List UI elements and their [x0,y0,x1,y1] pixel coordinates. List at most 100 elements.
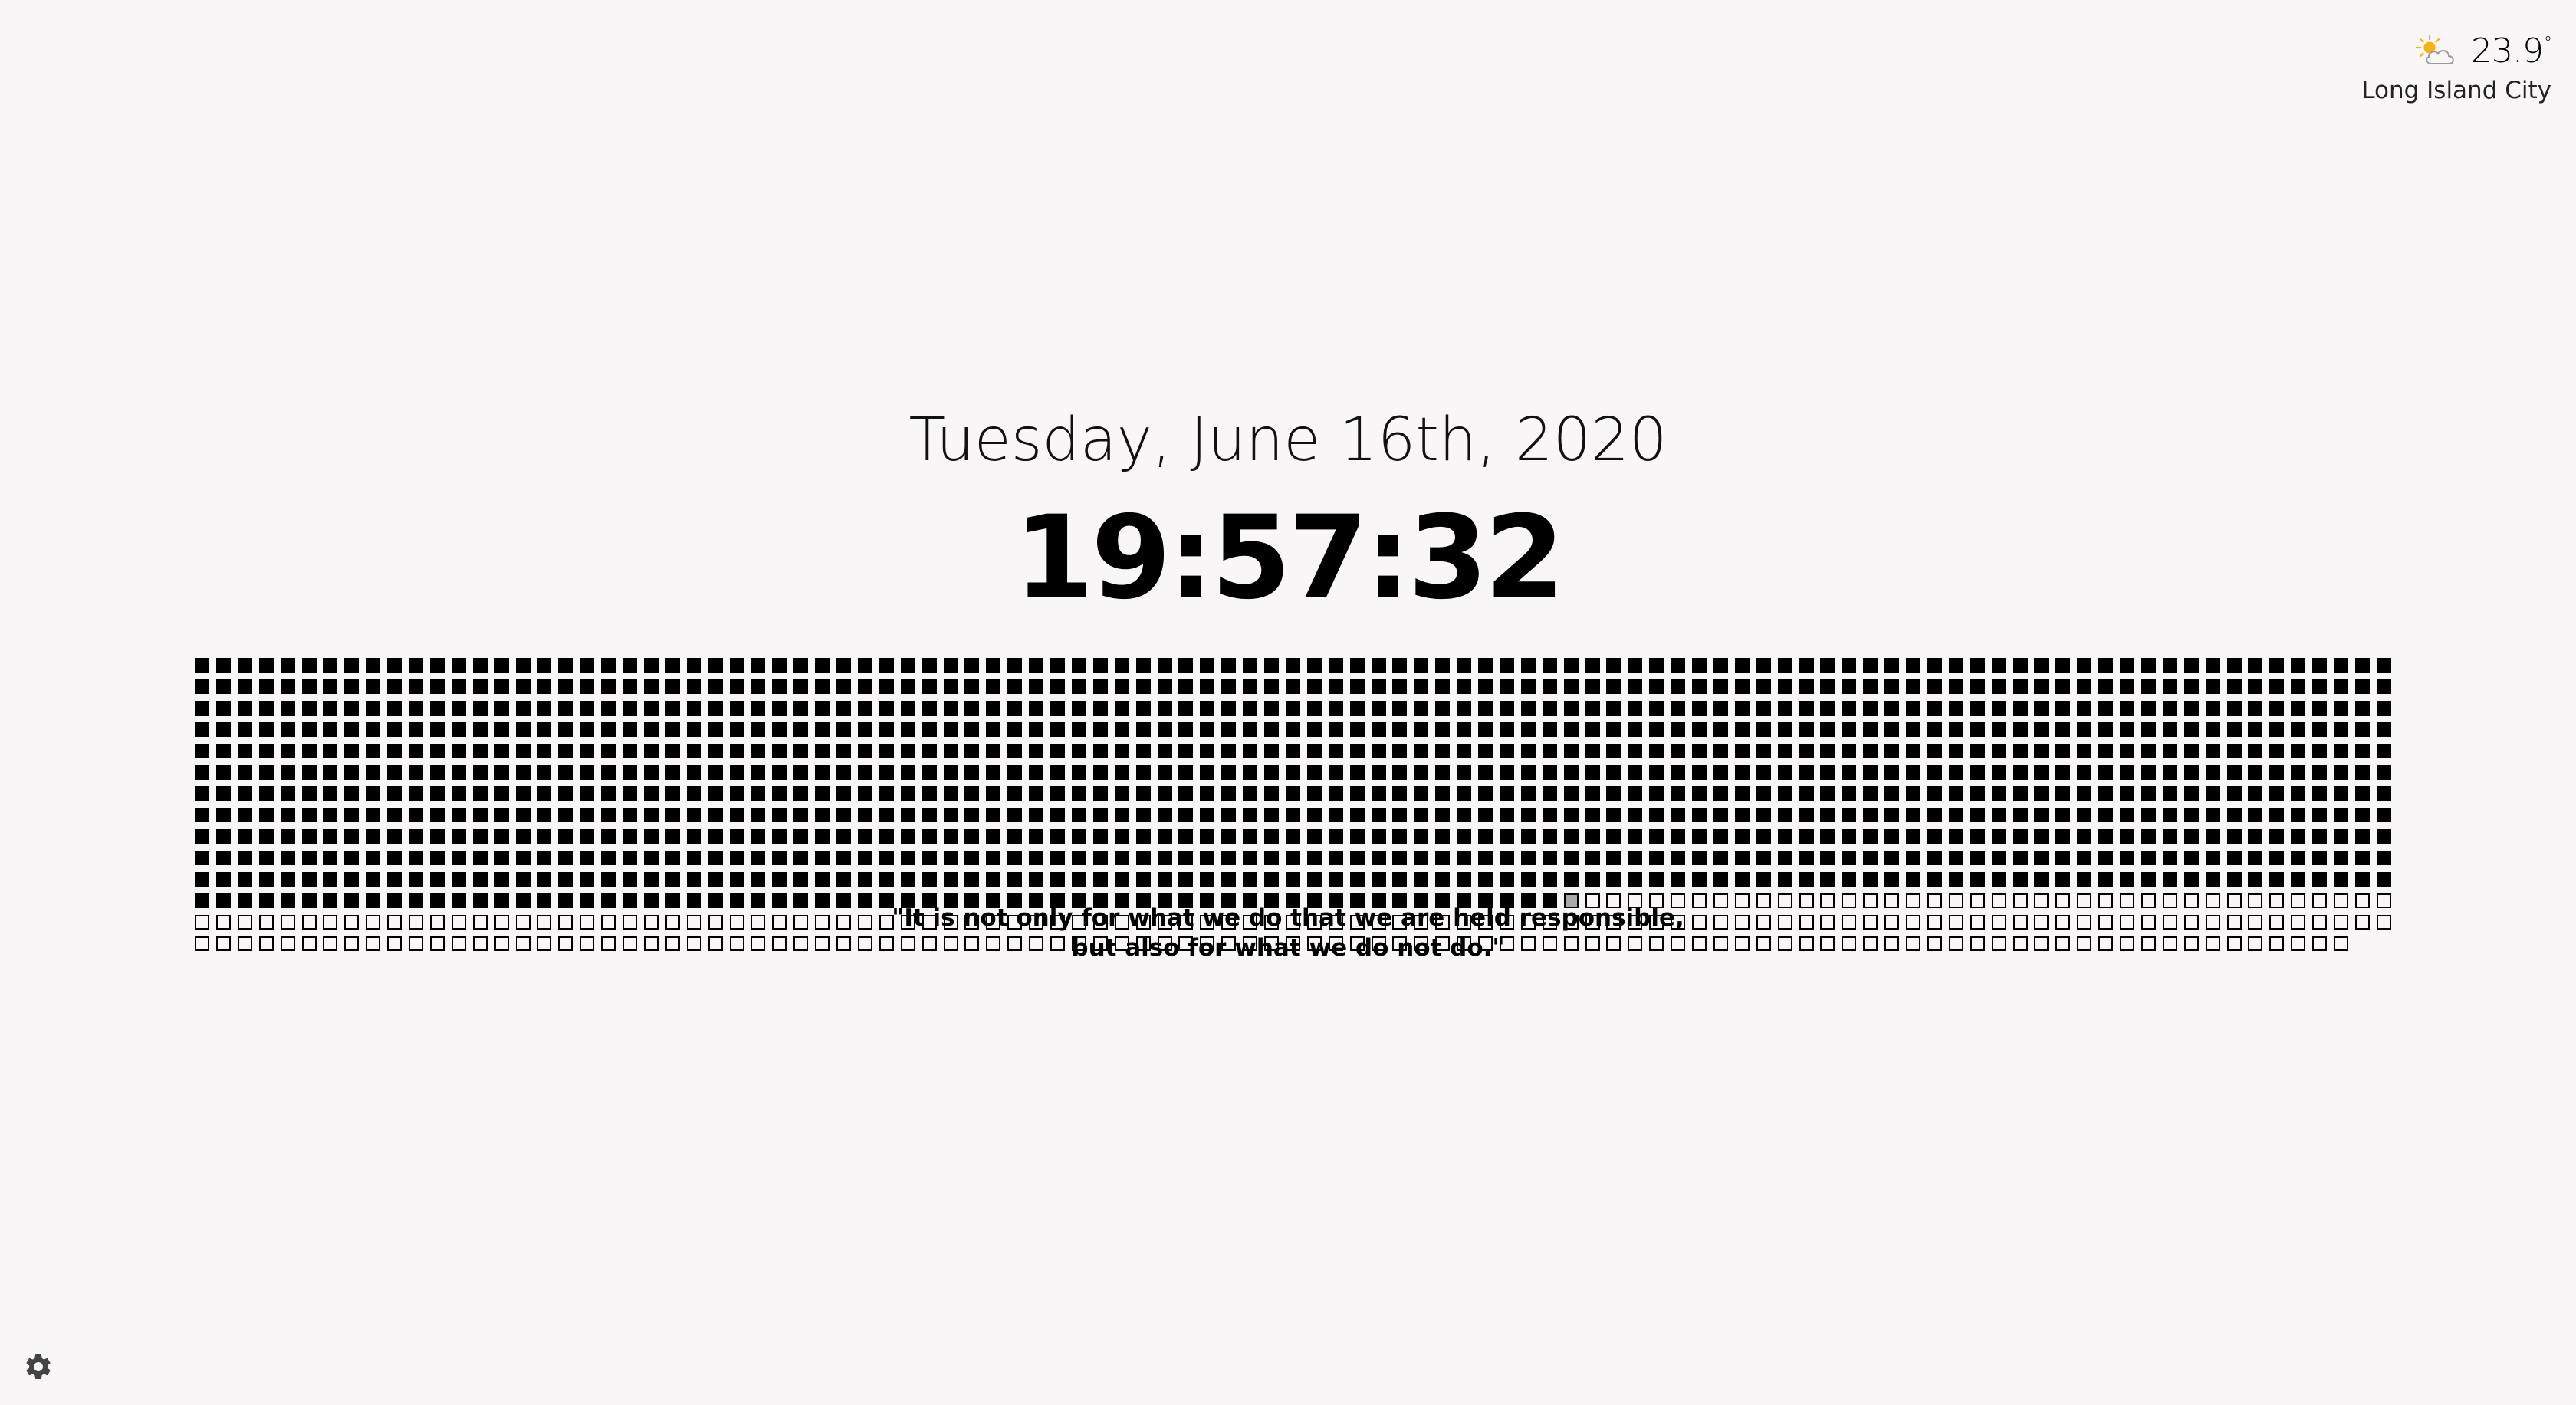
minute-cell [1414,786,1428,801]
minute-cell [858,765,872,780]
minute-cell [2269,679,2284,694]
minute-cell [1606,658,1621,673]
minute-cell [730,893,744,908]
minute-cell [1221,765,1236,780]
minute-cell [430,936,445,951]
minute-cell [580,893,594,908]
minute-cell [366,722,380,737]
minute-cell [1692,893,1707,908]
minute-cell [944,701,958,716]
minute-cell [238,829,252,844]
minute-cell [2312,872,2327,887]
minute-cell [2013,936,2028,951]
minute-cell [1692,765,1707,780]
minute-cell [2269,808,2284,822]
minute-cell [1521,872,1536,887]
minute-cell [2163,765,2177,780]
minute-cell [2141,658,2156,673]
minute-cell [344,765,359,780]
minute-cell [1606,744,1621,758]
minute-cell [858,893,872,908]
minute-cell [1007,915,1022,930]
minute-cell [1435,744,1450,758]
minute-cell [2206,679,2220,694]
minute-cell [1072,829,1086,844]
minute-cell [1478,808,1493,822]
minute-cell [366,786,380,801]
minute-cell [452,915,466,930]
minute-cell [2055,765,2070,780]
minute-cell [1478,829,1493,844]
minute-cell [2377,915,2391,930]
minute-cell [1264,872,1279,887]
minute-cell [2334,744,2348,758]
minute-cell [836,808,851,822]
minute-cell [1543,851,1557,865]
minute-cell [430,808,445,822]
minute-cell [1970,786,1985,801]
minute-cell [1136,701,1151,716]
minute-cell [815,701,830,716]
minute-cell [1863,701,1878,716]
minute-cell [1884,679,1899,694]
gear-icon[interactable] [23,1351,54,1382]
minute-cell [1050,658,1065,673]
minute-cell [1842,829,1856,844]
minute-cell [794,786,808,801]
minute-cell [473,679,488,694]
minute-cell [1564,829,1579,844]
minute-cell [2291,679,2305,694]
minute-cell [601,936,616,951]
minute-cell [1906,744,1921,758]
minute-cell [323,851,337,865]
minute-cell [1136,851,1151,865]
minute-cell [1329,915,1343,930]
minute-cell [644,808,659,822]
minute-cell [1093,915,1108,930]
minute-cell [1115,744,1129,758]
minute-cell [1050,744,1065,758]
minute-cell [1756,786,1771,801]
minute-cell [1735,679,1750,694]
minute-cell [430,893,445,908]
minute-cell [2206,872,2220,887]
minute-cell [879,679,894,694]
minute-cell [1863,765,1878,780]
minute-cell [495,872,509,887]
minute-cell [1029,829,1043,844]
minute-cell [1735,915,1750,930]
minute-cell [580,722,594,737]
minute-cell [2055,744,2070,758]
minute-cell [2248,658,2262,673]
minute-cell [1007,765,1022,780]
minute-cell [1372,808,1386,822]
minute-cell [1392,765,1407,780]
minute-cell [1286,765,1300,780]
minute-cell [644,851,659,865]
minute-cell [879,722,894,737]
minute-cell [836,872,851,887]
minute-cell [2248,829,2262,844]
minute-cell [772,786,787,801]
minute-cell [986,808,1001,822]
minute-cell [601,851,616,865]
minute-cell [2055,786,2070,801]
minute-cell [751,829,765,844]
minute-cell [1178,786,1193,801]
minute-cell [1478,658,1493,673]
minute-cell [1115,893,1129,908]
minute-cell [708,701,723,716]
minute-cell [1714,722,1728,737]
minute-cell [2334,936,2348,951]
minute-cell [1243,765,1257,780]
minute-cell [2141,893,2156,908]
minute-cell [1243,808,1257,822]
minute-cell [794,872,808,887]
minute-cell [1500,679,1514,694]
minute-cell [1178,744,1193,758]
minute-cell [1884,915,1899,930]
minute-cell [1372,744,1386,758]
minute-cell [644,786,659,801]
minute-cell [2013,786,2028,801]
minute-cell [558,829,573,844]
